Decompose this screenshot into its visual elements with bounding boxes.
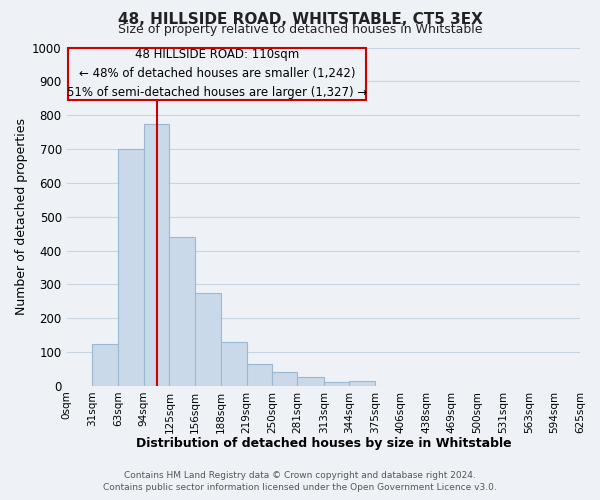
Bar <box>92 344 118 386</box>
Bar <box>169 237 195 386</box>
Bar <box>324 382 349 386</box>
Bar <box>118 149 144 386</box>
Bar <box>195 293 221 386</box>
Text: 48 HILLSIDE ROAD: 110sqm
← 48% of detached houses are smaller (1,242)
51% of sem: 48 HILLSIDE ROAD: 110sqm ← 48% of detach… <box>67 48 367 99</box>
Text: Size of property relative to detached houses in Whitstable: Size of property relative to detached ho… <box>118 22 482 36</box>
Bar <box>272 372 298 386</box>
Bar <box>298 378 324 386</box>
FancyBboxPatch shape <box>68 48 367 100</box>
Bar <box>247 364 272 386</box>
Text: 48, HILLSIDE ROAD, WHITSTABLE, CT5 3EX: 48, HILLSIDE ROAD, WHITSTABLE, CT5 3EX <box>118 12 482 28</box>
Bar <box>349 381 374 386</box>
Bar <box>144 124 169 386</box>
Bar <box>221 342 247 386</box>
Text: Contains HM Land Registry data © Crown copyright and database right 2024.
Contai: Contains HM Land Registry data © Crown c… <box>103 471 497 492</box>
X-axis label: Distribution of detached houses by size in Whitstable: Distribution of detached houses by size … <box>136 437 511 450</box>
Y-axis label: Number of detached properties: Number of detached properties <box>15 118 28 315</box>
